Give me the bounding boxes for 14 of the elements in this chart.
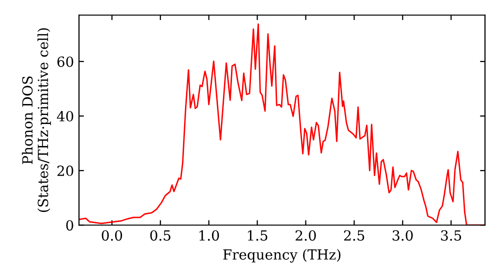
y-tick-label: 20: [57, 166, 74, 176]
x-tick-label: 1.5: [248, 230, 268, 241]
y-tick-label: 0: [66, 220, 74, 231]
y-axis-title: Phonon DOS (States/THz·primitive cell): [22, 28, 51, 212]
x-axis-title: Frequency (THz): [223, 248, 340, 263]
x-tick-label: 0.0: [102, 230, 122, 241]
x-tick-label: 2.5: [344, 230, 364, 241]
x-tick-label: 3.0: [392, 230, 413, 241]
x-tick-label: 0.5: [150, 230, 170, 241]
y-tick-label: 60: [57, 56, 74, 67]
x-tick-label: 3.5: [441, 230, 462, 241]
y-tick-label: 40: [56, 111, 74, 122]
x-tick-label: 1.0: [199, 230, 219, 241]
x-tick-label: 2.0: [296, 230, 316, 241]
